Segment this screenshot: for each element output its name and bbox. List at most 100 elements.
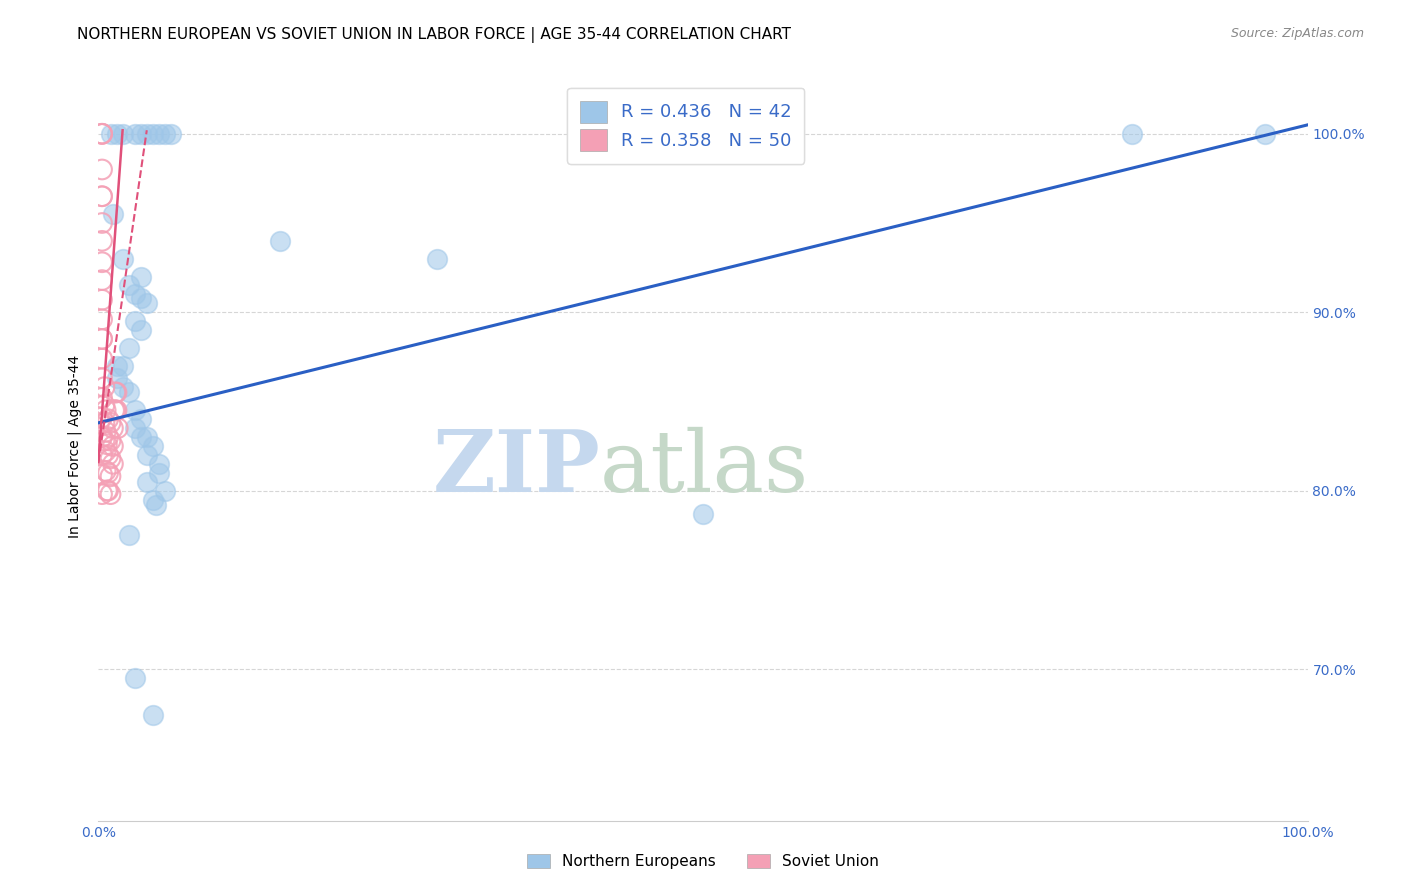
Point <box>148 457 170 471</box>
Text: ZIP: ZIP <box>433 426 600 510</box>
Point <box>145 498 167 512</box>
Point <box>118 278 141 293</box>
Point <box>142 708 165 723</box>
Point <box>135 296 157 310</box>
Point <box>111 252 134 266</box>
Point <box>124 421 146 435</box>
Point <box>97 448 120 462</box>
Point <box>160 127 183 141</box>
Point <box>91 293 114 307</box>
Point <box>426 252 449 266</box>
Point <box>142 439 165 453</box>
Point <box>91 448 114 462</box>
Point <box>142 127 165 141</box>
Point <box>100 469 122 483</box>
Point <box>101 439 124 453</box>
Point <box>105 403 128 417</box>
Point <box>91 127 114 141</box>
Point <box>91 371 114 385</box>
Point <box>104 403 127 417</box>
Point <box>91 189 114 203</box>
Point <box>93 416 115 430</box>
Point <box>91 255 114 269</box>
Legend: Northern Europeans, Soviet Union: Northern Europeans, Soviet Union <box>522 848 884 875</box>
Point <box>101 207 124 221</box>
Point <box>135 430 157 444</box>
Point <box>101 421 124 435</box>
Text: atlas: atlas <box>600 427 810 510</box>
Point <box>97 466 120 480</box>
Point <box>91 127 114 141</box>
Point <box>269 234 291 248</box>
Point <box>135 127 157 141</box>
Point <box>129 412 152 426</box>
Point <box>129 323 152 337</box>
Text: Source: ZipAtlas.com: Source: ZipAtlas.com <box>1230 27 1364 40</box>
Point <box>100 127 122 141</box>
Point <box>135 448 157 462</box>
Point <box>91 410 114 425</box>
Point <box>1254 127 1277 141</box>
Point <box>100 451 122 466</box>
Point <box>118 385 141 400</box>
Text: NORTHERN EUROPEAN VS SOVIET UNION IN LABOR FORCE | AGE 35-44 CORRELATION CHART: NORTHERN EUROPEAN VS SOVIET UNION IN LAB… <box>77 27 792 43</box>
Point <box>91 467 114 482</box>
Point <box>111 380 134 394</box>
Point <box>692 507 714 521</box>
Point <box>91 332 114 346</box>
Point <box>124 671 146 685</box>
Point <box>142 492 165 507</box>
Point <box>124 314 146 328</box>
Point <box>148 127 170 141</box>
Point <box>111 127 134 141</box>
Point <box>91 391 114 405</box>
Point <box>93 380 115 394</box>
Point <box>103 403 125 417</box>
Point <box>129 291 152 305</box>
Point <box>93 398 115 412</box>
Point <box>124 287 146 301</box>
Y-axis label: In Labor Force | Age 35-44: In Labor Force | Age 35-44 <box>67 354 83 538</box>
Point <box>100 487 122 501</box>
Point <box>91 127 114 141</box>
Point <box>91 234 114 248</box>
Point <box>91 216 114 230</box>
Point <box>104 385 127 400</box>
Point <box>100 434 122 448</box>
Point <box>118 528 141 542</box>
Point <box>94 403 117 417</box>
Point <box>94 425 117 439</box>
Point <box>91 430 114 444</box>
Point <box>107 421 129 435</box>
Point <box>94 464 117 478</box>
Point <box>94 444 117 458</box>
Point <box>124 127 146 141</box>
Point <box>105 127 128 141</box>
Point <box>118 341 141 355</box>
Point <box>124 403 146 417</box>
Legend: R = 0.436   N = 42, R = 0.358   N = 50: R = 0.436 N = 42, R = 0.358 N = 50 <box>567 88 804 163</box>
Point <box>148 466 170 480</box>
Point <box>91 487 114 501</box>
Point <box>97 430 120 444</box>
Point <box>91 189 114 203</box>
Point <box>129 430 152 444</box>
Point <box>1121 127 1143 141</box>
Point <box>91 162 114 177</box>
Point <box>101 457 124 471</box>
Point <box>129 269 152 284</box>
Point <box>105 385 128 400</box>
Point <box>93 434 115 448</box>
Point <box>153 127 176 141</box>
Point <box>96 483 118 498</box>
Point <box>91 312 114 326</box>
Point <box>111 359 134 373</box>
Point <box>105 359 128 373</box>
Point <box>100 416 122 430</box>
Point <box>91 273 114 287</box>
Point <box>97 412 120 426</box>
Point <box>91 332 114 346</box>
Point <box>97 483 120 498</box>
Point <box>91 351 114 366</box>
Point <box>153 483 176 498</box>
